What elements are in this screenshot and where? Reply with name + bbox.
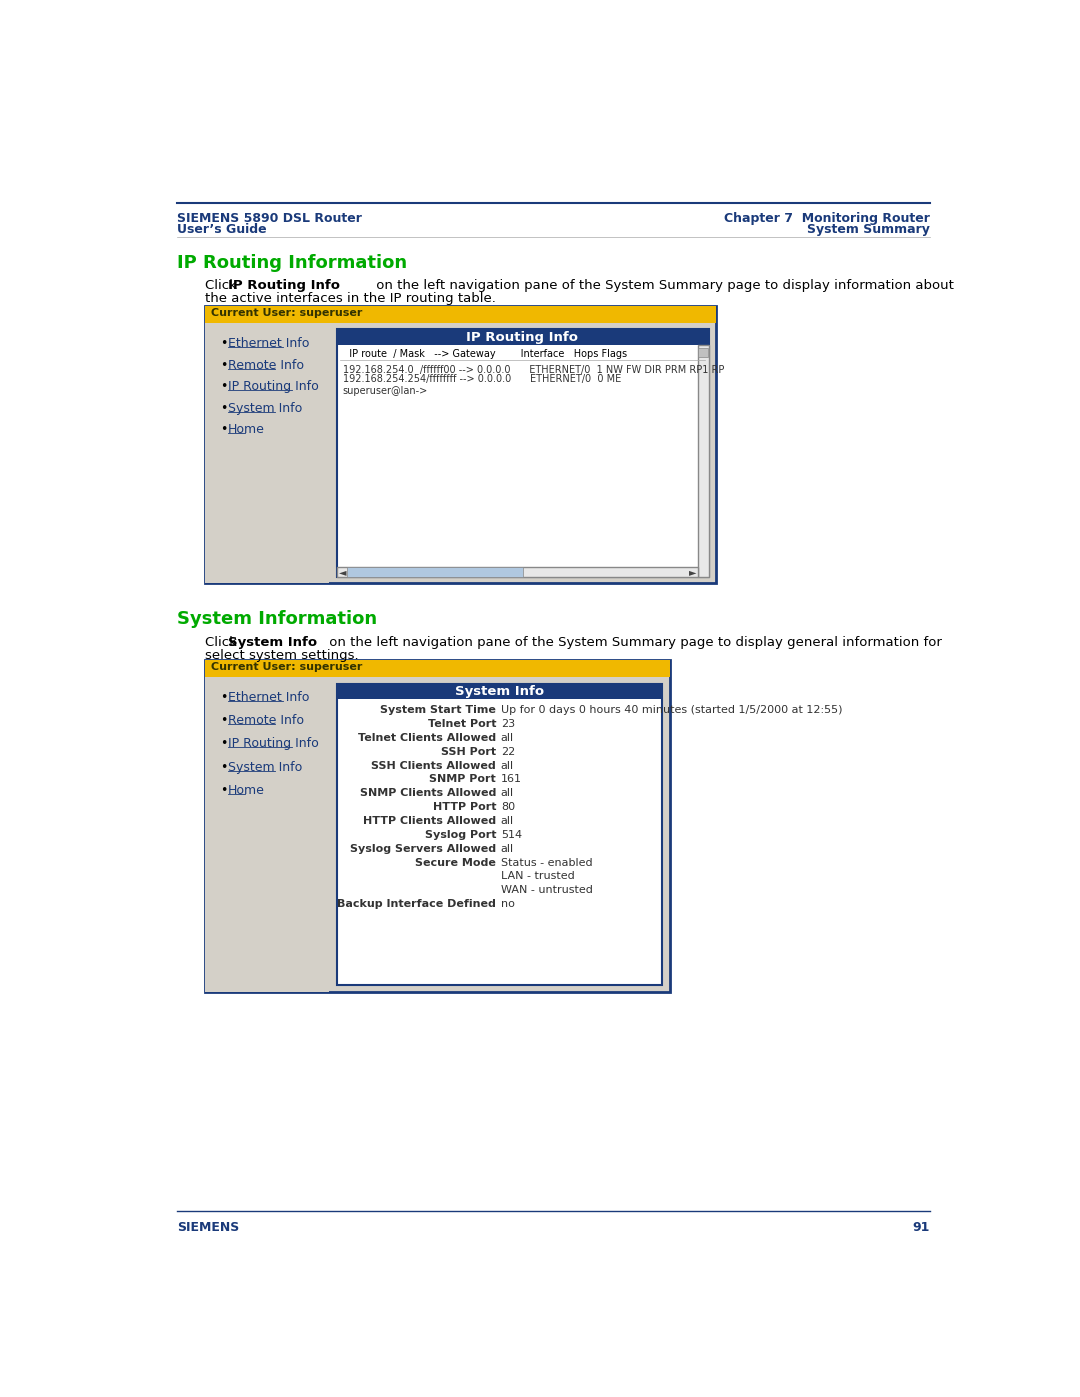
Text: 91: 91 xyxy=(913,1221,930,1234)
Text: SIEMENS: SIEMENS xyxy=(177,1221,239,1234)
Text: on the left navigation pane of the System Summary page to display general inform: on the left navigation pane of the Syste… xyxy=(325,636,942,648)
Text: 80: 80 xyxy=(501,802,515,812)
Text: all: all xyxy=(501,760,514,771)
Text: Up for 0 days 0 hours 40 minutes (started 1/5/2000 at 12:55): Up for 0 days 0 hours 40 minutes (starte… xyxy=(501,705,842,715)
Text: on the left navigation pane of the System Summary page to display information ab: on the left navigation pane of the Syste… xyxy=(373,279,954,292)
Text: HTTP Port: HTTP Port xyxy=(433,802,496,812)
Bar xyxy=(205,323,328,584)
Text: •: • xyxy=(220,738,228,750)
Text: SSH Port: SSH Port xyxy=(441,746,496,757)
Text: Home: Home xyxy=(228,423,265,436)
Text: 192.168.254.254/ffffffff --> 0.0.0.0      ETHERNET/0  0 ME: 192.168.254.254/ffffffff --> 0.0.0.0 ETH… xyxy=(342,374,621,384)
Text: Syslog Port: Syslog Port xyxy=(424,830,496,840)
Text: Current User: superuser: Current User: superuser xyxy=(211,307,362,317)
Text: Remote Info: Remote Info xyxy=(228,359,303,372)
Text: ◄: ◄ xyxy=(339,567,347,577)
Text: System Info: System Info xyxy=(455,685,544,698)
Text: superuser@lan->: superuser@lan-> xyxy=(342,387,428,397)
Bar xyxy=(337,330,708,345)
Bar xyxy=(205,661,670,992)
Bar xyxy=(337,683,662,698)
Text: ►: ► xyxy=(689,567,697,577)
Text: Chapter 7  Monitoring Router: Chapter 7 Monitoring Router xyxy=(725,212,930,225)
Text: •: • xyxy=(220,692,228,704)
Text: no: no xyxy=(501,900,515,909)
Bar xyxy=(205,306,716,584)
Text: 22: 22 xyxy=(501,746,515,757)
Text: IP Routing Info: IP Routing Info xyxy=(467,331,579,344)
Text: SSH Clients Allowed: SSH Clients Allowed xyxy=(372,760,496,771)
Text: SNMP Clients Allowed: SNMP Clients Allowed xyxy=(360,788,496,798)
Text: IP Routing Info: IP Routing Info xyxy=(228,279,340,292)
Bar xyxy=(337,330,708,577)
Text: System Info: System Info xyxy=(228,760,302,774)
Text: •: • xyxy=(220,784,228,796)
Text: Syslog Servers Allowed: Syslog Servers Allowed xyxy=(350,844,496,854)
Text: System Start Time: System Start Time xyxy=(380,705,496,715)
Text: •: • xyxy=(220,337,228,351)
Text: all: all xyxy=(501,816,514,826)
Text: •: • xyxy=(220,760,228,774)
Text: Remote Info: Remote Info xyxy=(228,714,303,728)
Bar xyxy=(337,683,662,985)
Bar xyxy=(205,678,328,992)
Text: •: • xyxy=(220,714,228,728)
Text: LAN - trusted: LAN - trusted xyxy=(501,872,575,882)
Text: Ethernet Info: Ethernet Info xyxy=(228,692,309,704)
Text: IP Routing Info: IP Routing Info xyxy=(228,380,319,393)
Text: SNMP Port: SNMP Port xyxy=(430,774,496,784)
Text: IP route  / Mask   --> Gateway        Interface   Hops Flags: IP route / Mask --> Gateway Interface Ho… xyxy=(342,349,626,359)
Text: System Info: System Info xyxy=(228,636,318,648)
Text: 192.168.254.0  /ffffff00 --> 0.0.0.0      ETHERNET/0  1 NW FW DIR PRM RP1 RP: 192.168.254.0 /ffffff00 --> 0.0.0.0 ETHE… xyxy=(342,365,724,374)
Text: all: all xyxy=(501,844,514,854)
Text: 161: 161 xyxy=(501,774,522,784)
Text: Home: Home xyxy=(228,784,265,796)
Text: System Info: System Info xyxy=(228,402,302,415)
Text: IP Routing Info: IP Routing Info xyxy=(228,738,319,750)
Text: SIEMENS 5890 DSL Router: SIEMENS 5890 DSL Router xyxy=(177,212,362,225)
Bar xyxy=(698,345,708,577)
Text: •: • xyxy=(220,359,228,372)
Text: Status - enabled: Status - enabled xyxy=(501,858,593,868)
Text: Telnet Clients Allowed: Telnet Clients Allowed xyxy=(359,733,496,743)
Text: the active interfaces in the IP routing table.: the active interfaces in the IP routing … xyxy=(205,292,496,306)
Text: IP Routing Information: IP Routing Information xyxy=(177,254,407,272)
Text: Ethernet Info: Ethernet Info xyxy=(228,337,309,351)
Text: Click: Click xyxy=(205,636,241,648)
Text: Current User: superuser: Current User: superuser xyxy=(211,662,362,672)
Bar xyxy=(205,661,670,678)
Text: User’s Guide: User’s Guide xyxy=(177,224,267,236)
Text: all: all xyxy=(501,733,514,743)
Text: HTTP Clients Allowed: HTTP Clients Allowed xyxy=(363,816,496,826)
Text: •: • xyxy=(220,402,228,415)
Text: •: • xyxy=(220,423,228,436)
Text: Click: Click xyxy=(205,279,241,292)
Text: System Information: System Information xyxy=(177,610,377,629)
Bar xyxy=(699,348,707,358)
Text: WAN - untrusted: WAN - untrusted xyxy=(501,886,593,895)
Text: 514: 514 xyxy=(501,830,522,840)
Text: •: • xyxy=(220,380,228,393)
Text: Telnet Port: Telnet Port xyxy=(428,719,496,729)
Text: select system settings.: select system settings. xyxy=(205,648,359,662)
Text: all: all xyxy=(501,788,514,798)
Text: Secure Mode: Secure Mode xyxy=(416,858,496,868)
Bar xyxy=(205,306,716,323)
Text: Backup Interface Defined: Backup Interface Defined xyxy=(337,900,496,909)
Text: System Summary: System Summary xyxy=(807,224,930,236)
Bar xyxy=(337,567,698,577)
Bar xyxy=(348,567,523,577)
Text: 23: 23 xyxy=(501,719,515,729)
